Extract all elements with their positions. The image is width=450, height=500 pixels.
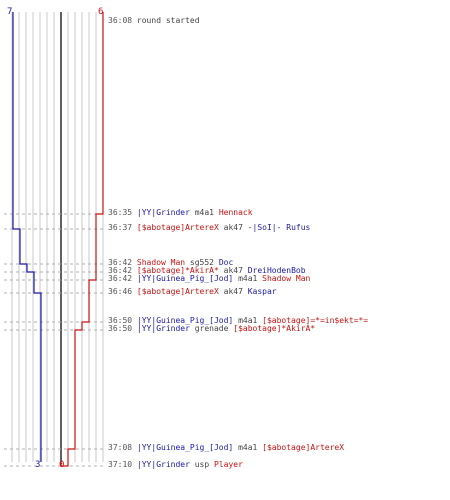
event-time: 36:50 bbox=[108, 316, 133, 325]
round-start-row: 36:08 round started bbox=[108, 16, 200, 26]
killer-name: [$abotage]ArtereX bbox=[136, 223, 219, 232]
victim-name: Player bbox=[214, 460, 243, 469]
victim-name: DreiHodenBob bbox=[247, 266, 306, 275]
event-time: 36:50 bbox=[108, 324, 133, 333]
killer-name: |YY|Grinder bbox=[136, 208, 190, 217]
kill-row: 36:46 [$abotage]ArtereX ak47 Kaspar bbox=[108, 287, 277, 297]
event-time: 36:35 bbox=[108, 208, 133, 217]
event-text: round started bbox=[136, 16, 200, 25]
killer-name: |YY|Guinea_Pig_[Jod] bbox=[136, 274, 234, 283]
weapon-name: ak47 bbox=[218, 266, 248, 275]
killer-name: [$abotage]ArtereX bbox=[136, 287, 219, 296]
red-team-end-count: 0 bbox=[59, 460, 65, 470]
blue-team-end-count: 3 bbox=[35, 460, 41, 470]
victim-name: Kaspar bbox=[247, 287, 277, 296]
victim-name: [$abotage]=*=in$ekt=*= bbox=[262, 316, 369, 325]
killer-name: |YY|Guinea_Pig_[Jod] bbox=[136, 443, 234, 452]
weapon-name: m4a1 bbox=[233, 274, 263, 283]
killer-name: |YY|Guinea_Pig_[Jod] bbox=[136, 316, 234, 325]
kill-row: 36:42 Shadow Man sg552 Doc bbox=[108, 258, 233, 268]
killer-name: |YY|Grinder bbox=[136, 460, 190, 469]
kill-row: 36:35 |YY|Grinder m4a1 Hennack bbox=[108, 208, 253, 218]
kill-row: 36:37 [$abotage]ArtereX ak47 -|SoI|- Ruf… bbox=[108, 223, 310, 233]
event-time: 36:08 bbox=[108, 16, 133, 25]
event-time: 36:37 bbox=[108, 223, 133, 232]
victim-name: Shadow Man bbox=[262, 274, 311, 283]
victim-name: [$abotage]ArtereX bbox=[262, 443, 345, 452]
victim-name: Doc bbox=[218, 258, 234, 267]
red-team-start-count: 6 bbox=[98, 7, 104, 17]
kill-row: 36:50 |YY|Grinder grenade [$abotage]*Aki… bbox=[108, 324, 315, 334]
victim-name: -|SoI|- Rufus bbox=[247, 223, 311, 232]
kill-row: 36:42 |YY|Guinea_Pig_[Jod] m4a1 Shadow M… bbox=[108, 274, 310, 284]
event-time: 37:10 bbox=[108, 460, 133, 469]
weapon-name: m4a1 bbox=[233, 316, 263, 325]
kill-row: 37:08 |YY|Guinea_Pig_[Jod] m4a1 [$abotag… bbox=[108, 443, 344, 453]
kill-row: 36:42 [$abotage]*AkirA* ak47 DreiHodenBo… bbox=[108, 266, 306, 276]
event-time: 36:46 bbox=[108, 287, 133, 296]
blue-team-alive-line bbox=[12, 12, 42, 462]
victim-name: [$abotage]*AkirA* bbox=[233, 324, 316, 333]
victim-name: Hennack bbox=[218, 208, 253, 217]
weapon-name: usp bbox=[189, 460, 214, 469]
event-time: 36:42 bbox=[108, 274, 133, 283]
event-time: 37:08 bbox=[108, 443, 133, 452]
weapon-name: ak47 bbox=[218, 287, 248, 296]
red-team-alive-line bbox=[60, 12, 104, 467]
weapon-name: grenade bbox=[189, 324, 234, 333]
kill-row: 37:10 |YY|Grinder usp Player bbox=[108, 460, 243, 470]
weapon-name: sg552 bbox=[185, 258, 219, 267]
weapon-name: m4a1 bbox=[233, 443, 263, 452]
blue-team-start-count: 7 bbox=[7, 7, 13, 17]
killer-name: Shadow Man bbox=[136, 258, 186, 267]
killer-name: [$abotage]*AkirA* bbox=[136, 266, 219, 275]
event-time: 36:42 bbox=[108, 258, 133, 267]
weapon-name: m4a1 bbox=[189, 208, 219, 217]
weapon-name: ak47 bbox=[218, 223, 248, 232]
killer-name: |YY|Grinder bbox=[136, 324, 190, 333]
kill-row: 36:50 |YY|Guinea_Pig_[Jod] m4a1 [$abotag… bbox=[108, 316, 368, 326]
event-time: 36:42 bbox=[108, 266, 133, 275]
